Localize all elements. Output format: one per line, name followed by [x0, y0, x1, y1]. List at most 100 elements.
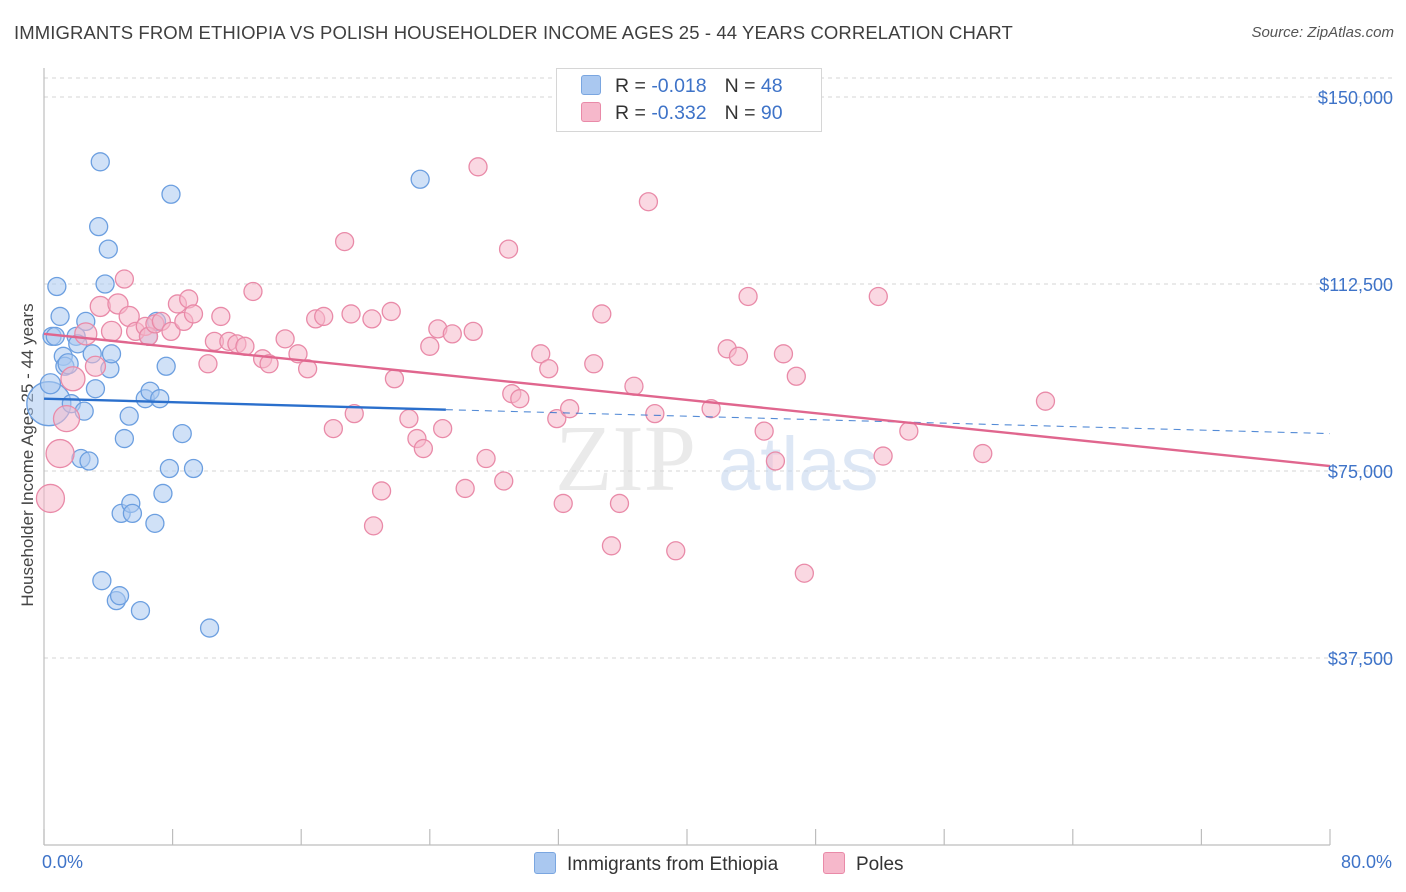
point-ethiopia — [130, 600, 151, 621]
point-ethiopia — [114, 428, 135, 449]
point-poles — [794, 563, 814, 583]
legend-n-label: N = — [724, 102, 761, 124]
point-poles — [35, 483, 66, 514]
point-poles — [420, 336, 440, 356]
point-poles — [873, 446, 893, 466]
point-poles — [592, 304, 612, 324]
legend-swatch-ethiopia — [581, 75, 601, 95]
point-poles — [433, 418, 453, 439]
stats-legend: R = -0.018 N = 48 R = -0.332 N = 90 — [556, 68, 822, 132]
point-poles — [455, 478, 475, 499]
point-poles — [314, 306, 334, 327]
y-tick-label: $75,000 — [1328, 462, 1393, 482]
watermark: ZIP atlas — [555, 407, 879, 511]
x-tick-label-min: 0.0% — [42, 852, 84, 872]
point-poles — [553, 493, 573, 514]
point-poles — [498, 239, 519, 259]
point-poles — [765, 451, 786, 471]
point-poles — [100, 320, 123, 343]
point-ethiopia — [159, 458, 180, 479]
point-ethiopia — [109, 586, 130, 606]
point-poles — [344, 404, 364, 424]
legend-swatch-poles — [581, 102, 601, 122]
point-poles — [442, 324, 462, 344]
point-poles — [494, 471, 514, 491]
x-tick-label-max: 80.0% — [1340, 852, 1392, 872]
legend-n-value-ethiopia: 48 — [760, 75, 783, 97]
point-poles — [738, 286, 758, 307]
chart-title: IMMIGRANTS FROM ETHIOPIA VS POLISH HOUSE… — [14, 22, 1013, 43]
legend-r-label: R = — [615, 75, 652, 97]
point-poles — [60, 366, 86, 392]
legend-n-label: N = — [724, 75, 761, 97]
point-poles — [547, 408, 567, 429]
point-ethiopia — [199, 618, 220, 638]
axes — [43, 68, 1331, 846]
point-ethiopia — [90, 152, 110, 172]
point-ethiopia — [79, 451, 99, 471]
point-poles — [371, 481, 392, 501]
point-poles — [531, 344, 551, 364]
point-ethiopia — [47, 276, 67, 297]
point-ethiopia — [92, 571, 112, 591]
series-legend: Immigrants from Ethiopia Poles — [0, 852, 1406, 878]
point-poles — [114, 269, 135, 289]
grid-lines — [44, 77, 1395, 659]
point-ethiopia — [89, 217, 109, 237]
point-poles — [973, 443, 993, 464]
point-poles — [74, 322, 98, 346]
point-ethiopia — [153, 483, 173, 504]
trend-lines — [43, 332, 1331, 468]
point-poles — [539, 359, 559, 379]
y-tick-label: $37,500 — [1328, 649, 1393, 669]
point-poles — [399, 408, 419, 429]
legend-item-poles: Poles — [823, 852, 904, 876]
legend-swatch-ethiopia — [534, 852, 556, 874]
point-poles — [384, 369, 405, 389]
point-ethiopia — [161, 184, 181, 204]
point-poles — [413, 438, 434, 459]
legend-label-poles: Poles — [856, 854, 904, 875]
point-poles — [645, 404, 665, 424]
point-poles — [235, 336, 255, 356]
point-poles — [275, 329, 295, 349]
point-ethiopia — [172, 423, 192, 444]
point-ethiopia — [122, 503, 143, 524]
point-ethiopia — [95, 274, 115, 294]
point-ethiopia — [101, 344, 122, 364]
point-poles — [476, 448, 496, 469]
legend-r-value-poles: -0.332 — [651, 102, 707, 124]
point-ethiopia — [50, 306, 70, 327]
point-poles — [510, 389, 530, 409]
point-ethiopia — [156, 356, 176, 376]
legend-label-ethiopia: Immigrants from Ethiopia — [567, 854, 779, 875]
watermark-zip: ZIP — [555, 407, 696, 511]
point-poles — [183, 304, 204, 324]
point-poles — [198, 354, 218, 374]
y-tick-label: $112,500 — [1319, 275, 1393, 295]
point-ethiopia — [98, 239, 118, 259]
y-tick-labels: $37,500 $75,000 $112,500 $150,000 — [1318, 88, 1393, 669]
legend-row-ethiopia: R = -0.018 N = 48 — [581, 75, 783, 99]
point-poles — [584, 354, 604, 374]
point-poles — [211, 306, 231, 327]
point-poles — [84, 355, 107, 377]
legend-n-value-poles: 90 — [760, 102, 783, 124]
source-label: Source: ZipAtlas.com — [1251, 24, 1394, 41]
point-ethiopia — [145, 513, 165, 534]
point-poles — [624, 376, 644, 396]
trend-line-poles — [43, 332, 1331, 468]
point-ethiopia — [410, 169, 430, 189]
point-poles — [468, 157, 488, 177]
point-poles — [362, 309, 382, 329]
point-ethiopia — [85, 379, 106, 399]
point-poles — [609, 493, 630, 514]
point-poles — [786, 366, 806, 386]
point-poles — [259, 354, 279, 374]
point-poles — [754, 421, 774, 441]
trend-line-ethiopia — [43, 397, 446, 411]
point-poles — [1035, 391, 1056, 411]
point-poles — [701, 399, 721, 419]
point-poles — [52, 404, 81, 433]
